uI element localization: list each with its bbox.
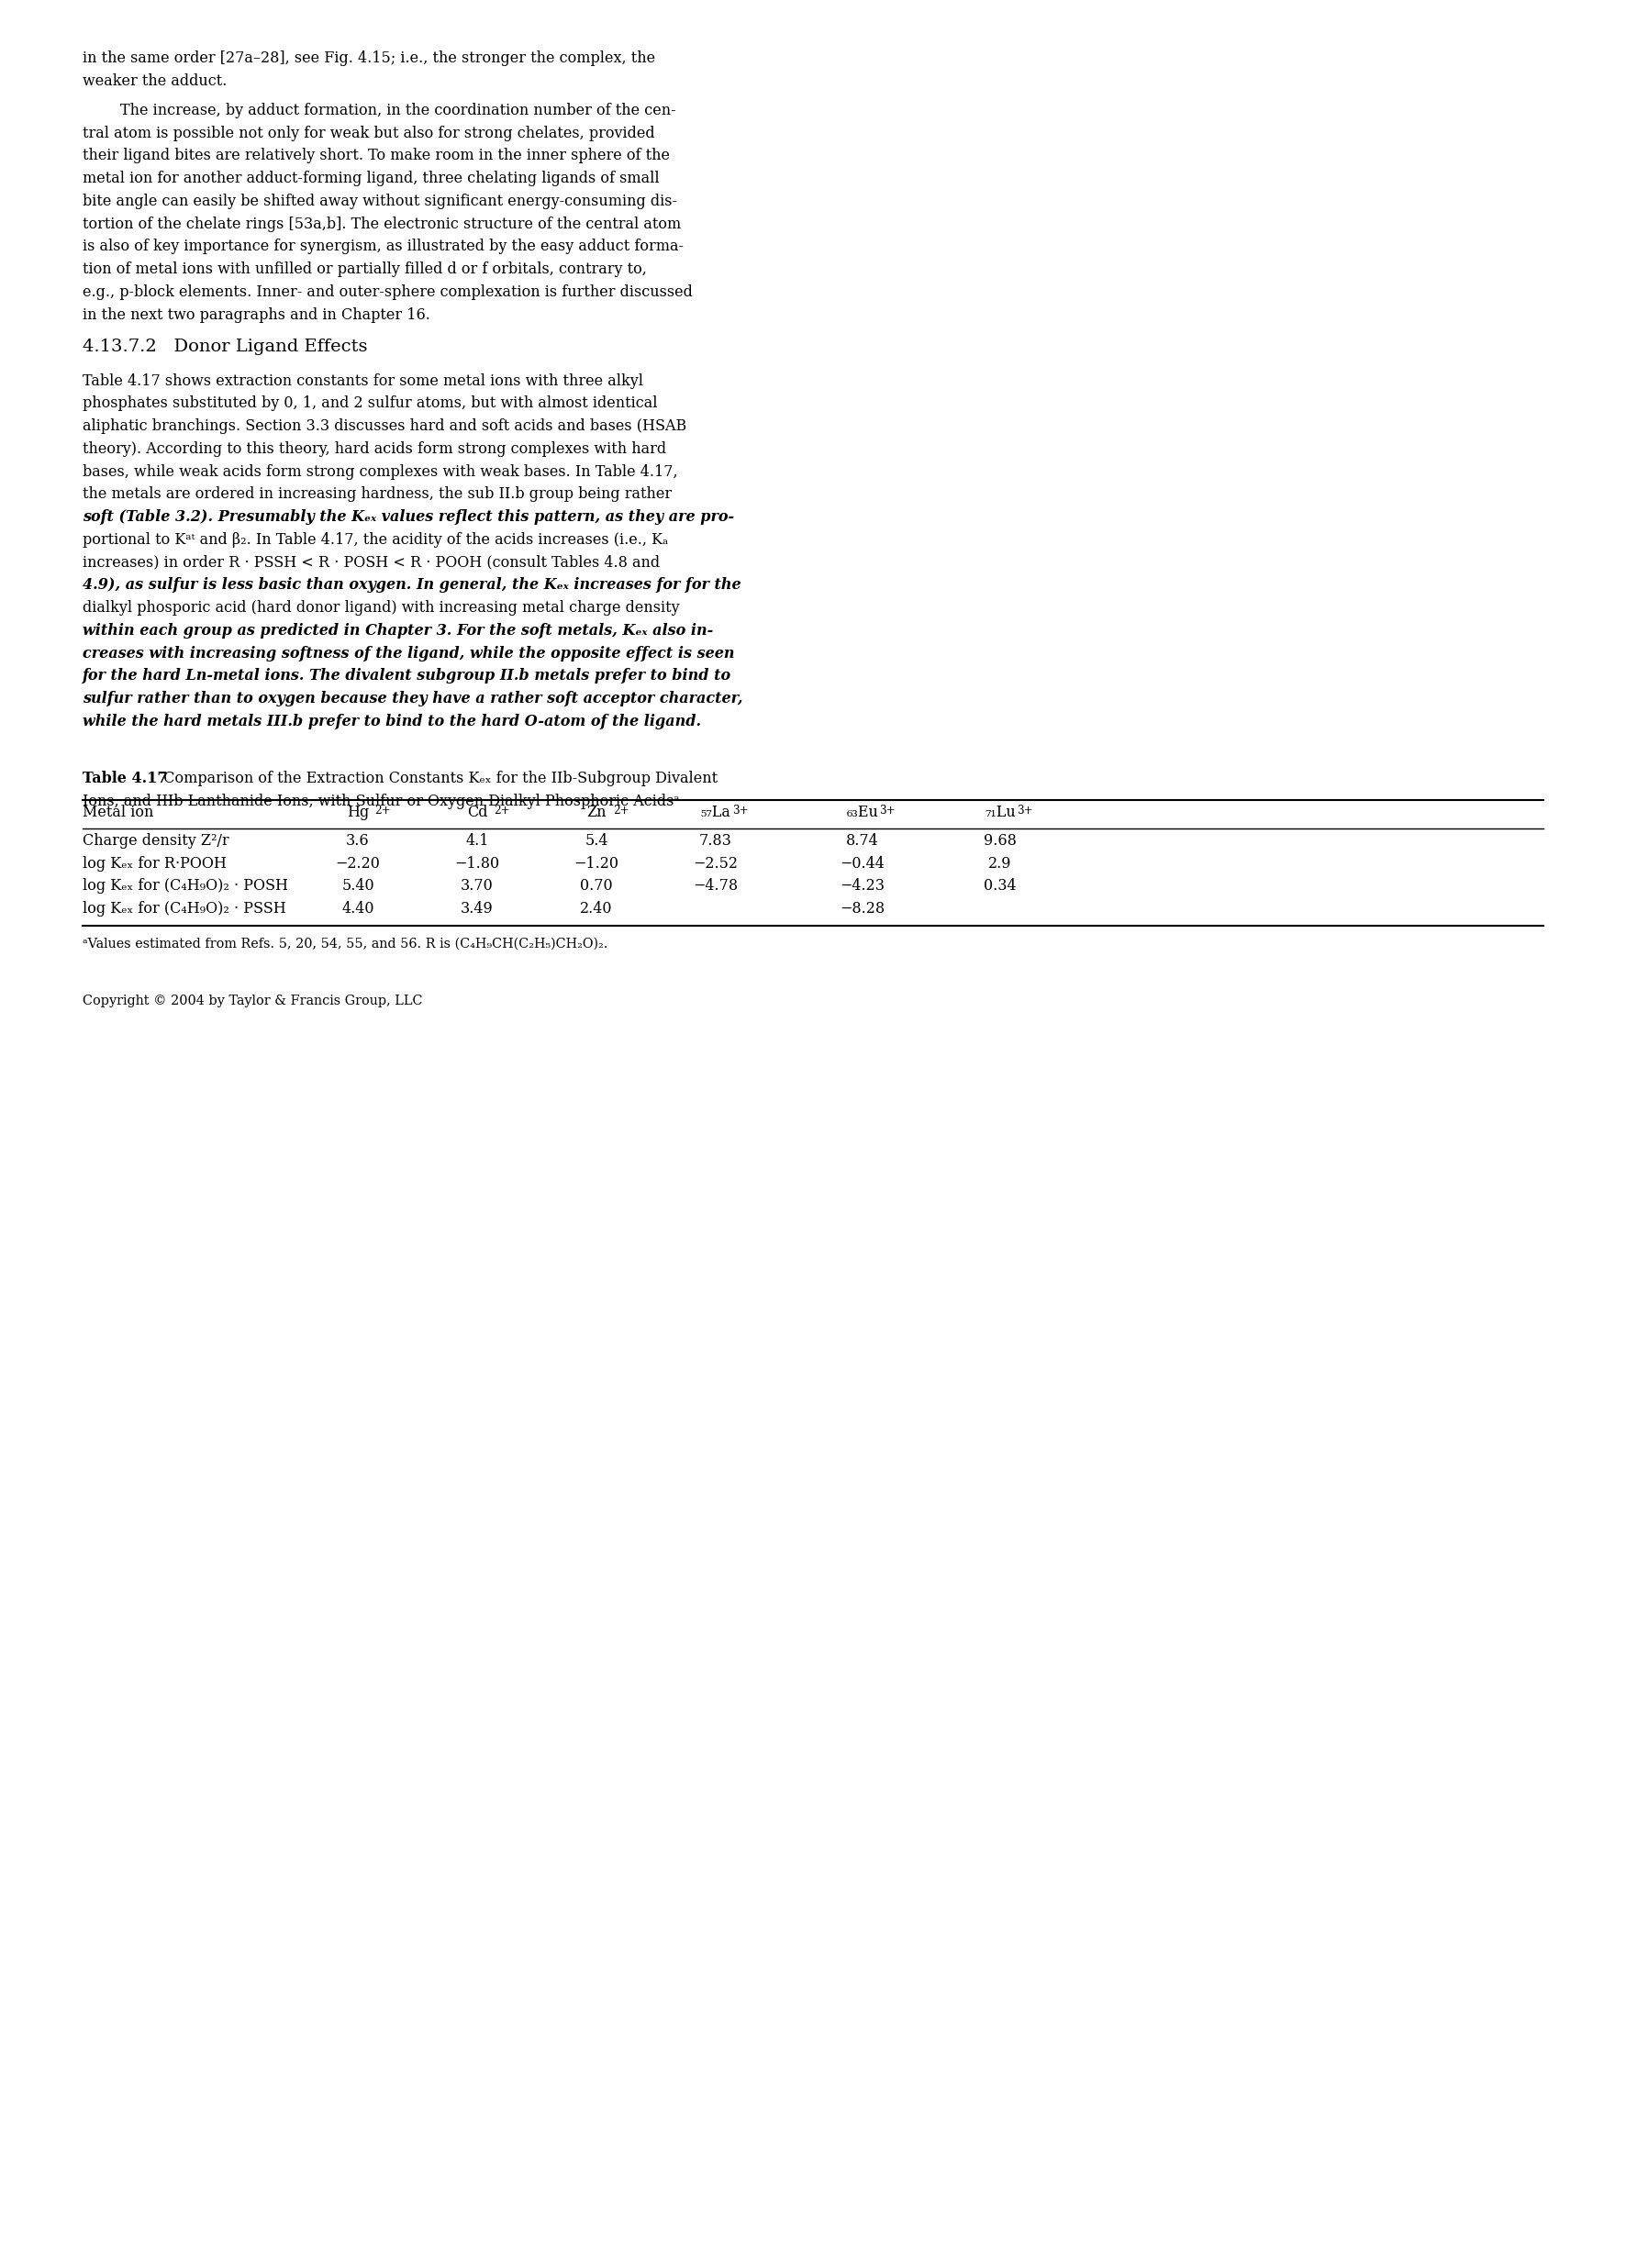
Text: is also of key importance for synergism, as illustrated by the easy adduct forma: is also of key importance for synergism,… bbox=[83, 238, 683, 254]
Text: 2+: 2+ bbox=[613, 805, 629, 816]
Text: tral atom is possible not only for weak but also for strong chelates, provided: tral atom is possible not only for weak … bbox=[83, 125, 655, 141]
Text: −4.23: −4.23 bbox=[841, 878, 885, 894]
Text: 3+: 3+ bbox=[732, 805, 748, 816]
Text: Metal ion: Metal ion bbox=[83, 805, 153, 821]
Text: log Kₑₓ for R·POOH: log Kₑₓ for R·POOH bbox=[83, 855, 226, 871]
Text: Charge density Z²/r: Charge density Z²/r bbox=[83, 832, 229, 848]
Text: in the same order [27a–28], see Fig. 4.15; i.e., the stronger the complex, the: in the same order [27a–28], see Fig. 4.1… bbox=[83, 50, 655, 66]
Text: 0.34: 0.34 bbox=[984, 878, 1016, 894]
Text: 4.40: 4.40 bbox=[341, 900, 374, 916]
Text: The increase, by adduct formation, in the coordination number of the cen-: The increase, by adduct formation, in th… bbox=[83, 102, 676, 118]
Text: dialkyl phosporic acid (hard donor ligand) with increasing metal charge density: dialkyl phosporic acid (hard donor ligan… bbox=[83, 601, 680, 615]
Text: 2.9: 2.9 bbox=[989, 855, 1011, 871]
Text: 2.40: 2.40 bbox=[580, 900, 613, 916]
Text: metal ion for another adduct-forming ligand, three chelating ligands of small: metal ion for another adduct-forming lig… bbox=[83, 170, 660, 186]
Text: creases with increasing softness of the ligand, while the opposite effect is see: creases with increasing softness of the … bbox=[83, 646, 735, 662]
Text: 3.6: 3.6 bbox=[346, 832, 369, 848]
Text: Zn: Zn bbox=[587, 805, 606, 821]
Text: −8.28: −8.28 bbox=[841, 900, 885, 916]
Text: −4.78: −4.78 bbox=[693, 878, 738, 894]
Text: Cd: Cd bbox=[467, 805, 488, 821]
Text: 5.40: 5.40 bbox=[341, 878, 374, 894]
Text: log Kₑₓ for (C₄H₉O)₂ · PSSH: log Kₑₓ for (C₄H₉O)₂ · PSSH bbox=[83, 900, 286, 916]
Text: soft (Table 3.2). Presumably the Kₑₓ values reflect this pattern, as they are pr: soft (Table 3.2). Presumably the Kₑₓ val… bbox=[83, 510, 735, 524]
Text: 0.70: 0.70 bbox=[580, 878, 613, 894]
Text: −2.20: −2.20 bbox=[335, 855, 380, 871]
Text: Comparison of the Extraction Constants Kₑₓ for the IIb-Subgroup Divalent: Comparison of the Extraction Constants K… bbox=[154, 771, 717, 787]
Text: −1.20: −1.20 bbox=[574, 855, 620, 871]
Text: 3.70: 3.70 bbox=[460, 878, 494, 894]
Text: e.g., p-block elements. Inner- and outer-sphere complexation is further discusse: e.g., p-block elements. Inner- and outer… bbox=[83, 284, 693, 299]
Text: Ions, and IIIb Lanthanide Ions, with Sulfur or Oxygen Dialkyl Phosphoric Acidsᵃ: Ions, and IIIb Lanthanide Ions, with Sul… bbox=[83, 794, 680, 810]
Text: weaker the adduct.: weaker the adduct. bbox=[83, 73, 228, 88]
Text: 2+: 2+ bbox=[374, 805, 390, 816]
Text: ₇₁Lu: ₇₁Lu bbox=[985, 805, 1016, 821]
Text: while the hard metals III.b prefer to bind to the hard O-atom of the ligand.: while the hard metals III.b prefer to bi… bbox=[83, 714, 701, 730]
Text: phosphates substituted by 0, 1, and 2 sulfur atoms, but with almost identical: phosphates substituted by 0, 1, and 2 su… bbox=[83, 395, 657, 411]
Text: sulfur rather than to oxygen because they have a rather soft acceptor character,: sulfur rather than to oxygen because the… bbox=[83, 692, 743, 708]
Text: log Kₑₓ for (C₄H₉O)₂ · POSH: log Kₑₓ for (C₄H₉O)₂ · POSH bbox=[83, 878, 288, 894]
Text: bases, while weak acids form strong complexes with weak bases. In Table 4.17,: bases, while weak acids form strong comp… bbox=[83, 465, 678, 479]
Text: 8.74: 8.74 bbox=[846, 832, 880, 848]
Text: Table 4.17: Table 4.17 bbox=[83, 771, 167, 787]
Text: 5.4: 5.4 bbox=[585, 832, 608, 848]
Text: their ligand bites are relatively short. To make room in the inner sphere of the: their ligand bites are relatively short.… bbox=[83, 147, 670, 163]
Text: 3+: 3+ bbox=[880, 805, 896, 816]
Text: increases) in order R · PSSH < R · POSH < R · POOH (consult Tables 4.8 and: increases) in order R · PSSH < R · POSH … bbox=[83, 556, 660, 569]
Text: 7.83: 7.83 bbox=[699, 832, 732, 848]
Text: tion of metal ions with unfilled or partially filled d or f orbitals, contrary t: tion of metal ions with unfilled or part… bbox=[83, 261, 647, 277]
Text: Hg: Hg bbox=[346, 805, 369, 821]
Text: bite angle can easily be shifted away without significant energy-consuming dis-: bite angle can easily be shifted away wi… bbox=[83, 193, 676, 209]
Text: −0.44: −0.44 bbox=[841, 855, 885, 871]
Text: 4.1: 4.1 bbox=[465, 832, 489, 848]
Text: Table 4.17 shows extraction constants for some metal ions with three alkyl: Table 4.17 shows extraction constants fo… bbox=[83, 372, 644, 388]
Text: for the hard Ln-metal ions. The divalent subgroup II.b metals prefer to bind to: for the hard Ln-metal ions. The divalent… bbox=[83, 669, 732, 685]
Text: 9.68: 9.68 bbox=[984, 832, 1016, 848]
Text: 4.9), as sulfur is less basic than oxygen. In general, the Kₑₓ increases for for: 4.9), as sulfur is less basic than oxyge… bbox=[83, 578, 741, 592]
Text: ₆₃Eu: ₆₃Eu bbox=[847, 805, 878, 821]
Text: Copyright © 2004 by Taylor & Francis Group, LLC: Copyright © 2004 by Taylor & Francis Gro… bbox=[83, 993, 423, 1007]
Text: −2.52: −2.52 bbox=[693, 855, 738, 871]
Text: in the next two paragraphs and in Chapter 16.: in the next two paragraphs and in Chapte… bbox=[83, 306, 431, 322]
Text: 4.13.7.2   Donor Ligand Effects: 4.13.7.2 Donor Ligand Effects bbox=[83, 338, 367, 356]
Text: the metals are ordered in increasing hardness, the sub II.b group being rather: the metals are ordered in increasing har… bbox=[83, 488, 672, 501]
Text: −1.80: −1.80 bbox=[455, 855, 499, 871]
Text: 3+: 3+ bbox=[1016, 805, 1033, 816]
Text: theory). According to this theory, hard acids form strong complexes with hard: theory). According to this theory, hard … bbox=[83, 442, 667, 456]
Text: ᵃValues estimated from Refs. 5, 20, 54, 55, and 56. R is (C₄H₉CH(C₂H₅)CH₂O)₂.: ᵃValues estimated from Refs. 5, 20, 54, … bbox=[83, 937, 608, 950]
Text: 3.49: 3.49 bbox=[460, 900, 494, 916]
Text: portional to Kᵃᵗ and β₂. In Table 4.17, the acidity of the acids increases (i.e.: portional to Kᵃᵗ and β₂. In Table 4.17, … bbox=[83, 533, 668, 547]
Text: within each group as predicted in Chapter 3. For the soft metals, Kₑₓ also in-: within each group as predicted in Chapte… bbox=[83, 624, 714, 640]
Text: ₅₇La: ₅₇La bbox=[701, 805, 730, 821]
Text: aliphatic branchings. Section 3.3 discusses hard and soft acids and bases (HSAB: aliphatic branchings. Section 3.3 discus… bbox=[83, 417, 686, 433]
Text: 2+: 2+ bbox=[494, 805, 511, 816]
Text: tortion of the chelate rings [53a,b]. The electronic structure of the central at: tortion of the chelate rings [53a,b]. Th… bbox=[83, 215, 681, 231]
